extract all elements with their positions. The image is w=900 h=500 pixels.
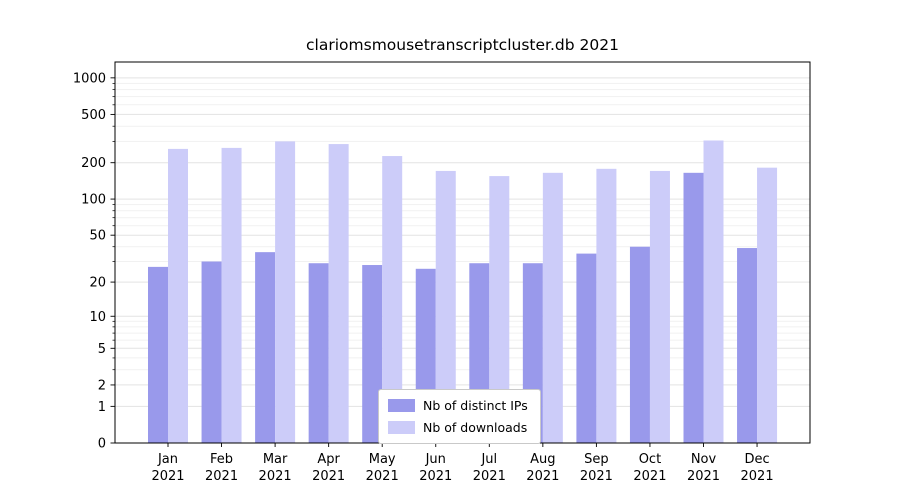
legend-label-distinct-ips: Nb of distinct IPs	[423, 398, 528, 413]
bar-downloads-9	[649, 170, 670, 443]
x-tick-label-month: Oct	[639, 452, 661, 467]
x-tick-label-month: Jun	[425, 452, 446, 467]
x-tick-label-month: Jul	[480, 452, 497, 467]
y-tick-label: 20	[89, 276, 106, 291]
legend-swatch-downloads	[388, 421, 415, 434]
y-tick-label: 50	[89, 229, 106, 244]
legend: Nb of distinct IPs Nb of downloads	[378, 389, 541, 444]
x-tick-label-year: 2021	[205, 469, 238, 484]
x-tick-label-month: Nov	[691, 452, 717, 467]
x-tick-label-year: 2021	[580, 469, 613, 484]
y-tick-label: 1	[98, 400, 106, 415]
y-tick-label: 200	[81, 156, 106, 171]
bar-downloads-1	[221, 147, 242, 443]
y-tick-label: 100	[81, 193, 106, 208]
x-tick-label-year: 2021	[633, 469, 666, 484]
bar-downloads-5	[435, 170, 456, 443]
bar-distinct-ips-3	[308, 263, 329, 443]
x-tick-label-month: Mar	[263, 452, 288, 467]
bar-distinct-ips-8	[576, 253, 597, 443]
x-tick-label-year: 2021	[419, 469, 452, 484]
x-tick-label-year: 2021	[473, 469, 506, 484]
y-tick-label: 10	[89, 310, 106, 325]
bar-distinct-ips-11	[737, 248, 758, 443]
bar-downloads-11	[757, 167, 778, 443]
x-tick-label-month: Sep	[584, 452, 609, 467]
bar-distinct-ips-4	[362, 265, 383, 443]
bar-downloads-7	[542, 172, 563, 443]
legend-item-downloads: Nb of downloads	[388, 420, 528, 435]
x-tick-label-month: Feb	[210, 452, 233, 467]
legend-swatch-distinct-ips	[388, 399, 415, 412]
bar-downloads-3	[328, 144, 349, 444]
y-tick-label: 0	[98, 437, 106, 452]
bar-distinct-ips-9	[629, 246, 650, 443]
bar-distinct-ips-1	[201, 261, 222, 443]
bar-downloads-2	[275, 141, 296, 443]
x-tick-label-month: Apr	[317, 452, 340, 467]
y-tick-label: 5	[98, 342, 106, 357]
y-tick-label: 2	[98, 378, 106, 393]
y-tick-label: 1000	[73, 71, 106, 86]
x-tick-label-month: May	[369, 452, 396, 467]
bar-downloads-0	[168, 148, 188, 444]
x-tick-label-month: Jan	[157, 452, 178, 467]
bar-distinct-ips-10	[683, 172, 704, 443]
x-tick-label-month: Dec	[744, 452, 769, 467]
bar-downloads-6	[489, 176, 510, 443]
x-tick-label-year: 2021	[259, 469, 292, 484]
bar-distinct-ips-0	[148, 266, 168, 443]
legend-label-downloads: Nb of downloads	[423, 420, 528, 435]
x-tick-label-year: 2021	[526, 469, 559, 484]
bar-downloads-4	[382, 156, 403, 444]
x-tick-label-year: 2021	[687, 469, 720, 484]
bar-distinct-ips-2	[255, 252, 276, 443]
bar-downloads-8	[596, 168, 617, 443]
x-tick-label-year: 2021	[312, 469, 345, 484]
y-tick-label: 500	[81, 108, 106, 123]
x-tick-label-year: 2021	[741, 469, 774, 484]
bar-downloads-10	[703, 140, 724, 443]
x-tick-label-year: 2021	[366, 469, 399, 484]
x-tick-label-month: Aug	[530, 452, 555, 467]
chart-title: clariomsmousetranscriptcluster.db 2021	[306, 36, 619, 54]
legend-item-distinct-ips: Nb of distinct IPs	[388, 398, 528, 413]
x-tick-label-year: 2021	[151, 469, 184, 484]
